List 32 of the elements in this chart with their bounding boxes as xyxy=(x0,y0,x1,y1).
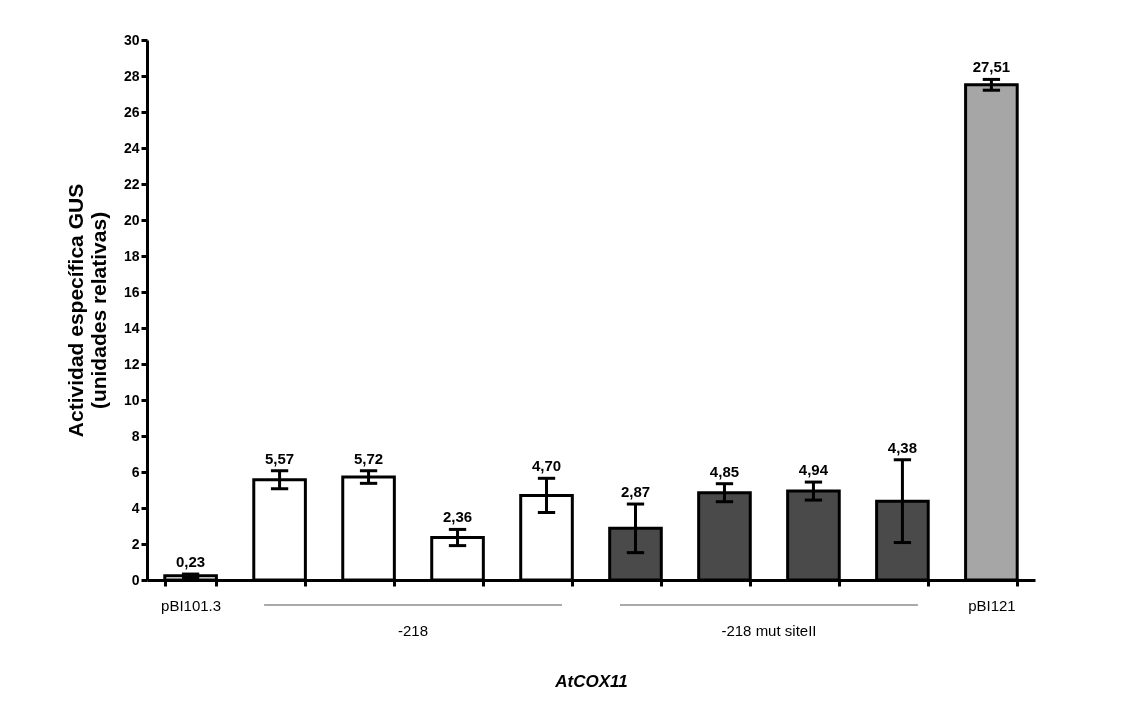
data-label: 5,72 xyxy=(353,449,384,467)
y-tick-label: 28 xyxy=(123,67,140,84)
y-tick-label: 30 xyxy=(123,31,140,48)
y-tick-label: 0 xyxy=(131,571,140,588)
x-tick-label: pBI101.3 xyxy=(161,596,222,614)
y-tick-label: 24 xyxy=(123,139,140,156)
data-label: 4,94 xyxy=(798,461,829,479)
y-tick-label: 20 xyxy=(123,211,140,228)
y-axis-title: Actividad específica GUS (unidades relativas) xyxy=(63,183,110,438)
data-label: 5,57 xyxy=(264,449,295,467)
y-tick-label: 4 xyxy=(131,499,140,516)
x-axis-title: AtCOX11 xyxy=(554,671,628,691)
text: -218 xyxy=(398,622,429,639)
data-label: 0,23 xyxy=(176,553,206,571)
y-tick-label: 18 xyxy=(123,247,140,264)
y-tick-label: 6 xyxy=(131,463,140,480)
y-tick-label: 2 xyxy=(131,535,140,552)
x-tick-label: pBI121 xyxy=(968,596,1016,614)
data-label: 4,85 xyxy=(709,462,740,480)
data-label: 4,70 xyxy=(531,457,562,475)
y-tick-label: 22 xyxy=(123,175,140,192)
y-tick-label: 26 xyxy=(123,103,140,120)
data-label: 2,87 xyxy=(620,483,651,501)
y-tick-label: 12 xyxy=(123,355,140,372)
y-tick-label: 16 xyxy=(123,283,140,300)
data-label: 2,36 xyxy=(442,508,473,526)
data-label: 27,51 xyxy=(972,58,1011,76)
y-tick-label: 8 xyxy=(131,427,140,444)
y-tick-label: 14 xyxy=(123,319,140,336)
text: -218 mut siteII xyxy=(721,622,817,639)
y-tick-label: 10 xyxy=(123,391,140,408)
data-label: 4,38 xyxy=(887,438,918,456)
